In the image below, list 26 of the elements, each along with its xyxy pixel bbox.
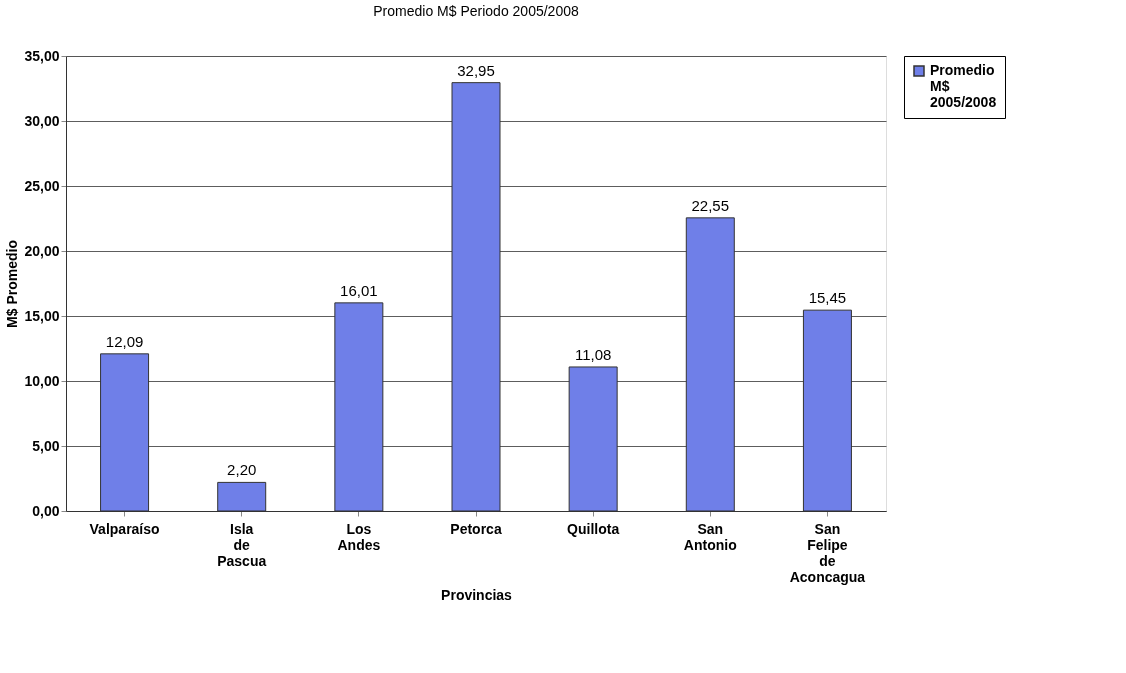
chart-title: Promedio M$ Periodo 2005/2008 — [373, 3, 579, 19]
text: 11,08 — [574, 345, 612, 363]
x-tick-label: San Antonio — [683, 520, 737, 553]
x-tick-label: Isla de Pascua — [217, 520, 267, 569]
x-tick-label: Quillota — [567, 520, 620, 537]
y-tick-label: 25,00 — [24, 177, 60, 194]
x-tick-label: San Felipe de Aconcagua — [789, 520, 866, 585]
x-axis-title: Provincias — [441, 586, 513, 603]
y-tick-label: 35,00 — [24, 47, 60, 64]
y-tick-label: 5,00 — [32, 437, 60, 454]
x-tick-label: Los Andes — [337, 520, 381, 553]
x-tick-label: Valparaíso — [89, 520, 160, 537]
y-tick-label: 30,00 — [24, 112, 60, 129]
text: 32,95 — [457, 61, 495, 79]
text: 15,45 — [808, 289, 847, 307]
y-axis-title: M$ Promedio — [4, 240, 21, 328]
x-tick-label: Petorca — [450, 520, 502, 537]
text: 16,01 — [340, 281, 378, 299]
y-tick-label: 20,00 — [24, 242, 60, 259]
text: 22,55 — [691, 196, 730, 214]
y-tick-label: 0,00 — [32, 502, 60, 519]
text: 2,20 — [227, 461, 257, 479]
y-tick-label: 15,00 — [24, 307, 60, 324]
y-tick-label: 10,00 — [24, 372, 60, 389]
text: 12,09 — [105, 332, 144, 350]
legend-label: Promedio M$ 2005/2008 — [930, 62, 997, 110]
